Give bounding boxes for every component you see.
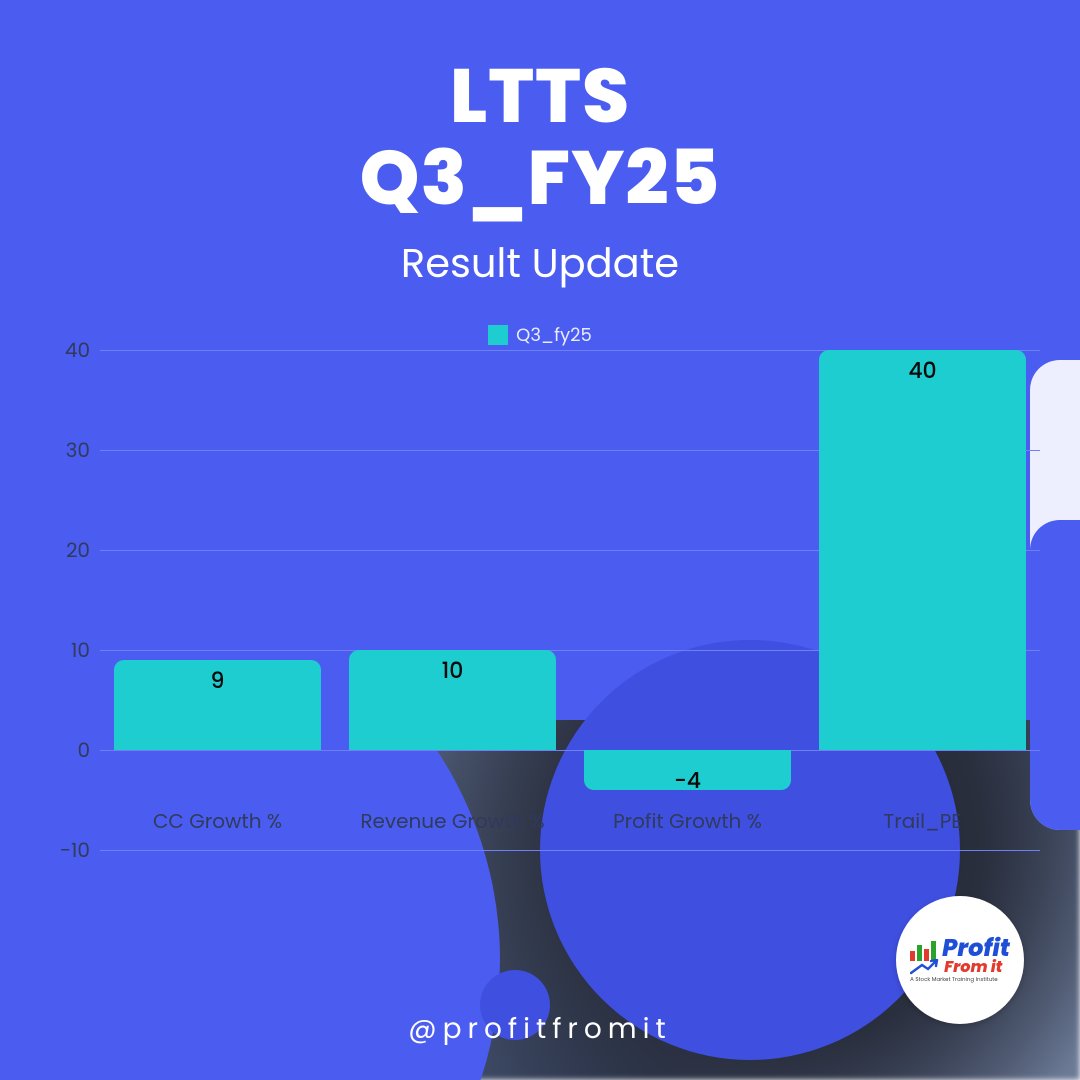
chart-bar-value: -4 — [584, 764, 791, 797]
chart-plot-area: -100102030409CC Growth %10Revenue Growth… — [100, 350, 1040, 850]
chart-bar-group: 10 Revenue Growth % — [349, 350, 556, 850]
chart-x-label: Profit Growth % — [584, 806, 791, 836]
page-title: LTTS Q3_FY25 — [0, 55, 1080, 219]
infographic-canvas: LTTS Q3_FY25 Result Update Q3_fy25 -10 0 1… — [0, 0, 1080, 1080]
legend-label: Q3_fy25 — [516, 323, 592, 348]
chart-bar-value: 9 — [114, 664, 321, 697]
brand-logo-inner: Profit From it A Stock Market Training I… — [910, 937, 1010, 983]
logo-word-2: From it — [944, 959, 1002, 975]
chart-ytick-label: -10 — [40, 835, 90, 865]
chart-ytick-label: 10 — [40, 635, 90, 665]
logo-tagline: A Stock Market Training Institute — [910, 977, 1010, 983]
chart-bar-value: 40 — [819, 354, 1026, 387]
social-handle: @profitfromit — [0, 1008, 1080, 1050]
chart-x-label: Revenue Growth % — [349, 806, 556, 836]
title-block: LTTS Q3_FY25 Result Update — [0, 55, 1080, 293]
page-subtitle: Result Update — [0, 233, 1080, 293]
chart-x-label: CC Growth % — [114, 806, 321, 836]
title-line-2: Q3_FY25 — [360, 124, 721, 231]
chart-ytick-label: 40 — [40, 335, 90, 365]
chart-x-label: Trail_PE — [819, 806, 1026, 836]
legend-swatch — [488, 325, 508, 345]
chart-ytick-label: 30 — [40, 435, 90, 465]
chart-legend: Q3_fy25 — [0, 322, 1080, 349]
logo-arrow-icon — [910, 959, 940, 975]
brand-logo: Profit From it A Stock Market Training I… — [896, 896, 1024, 1024]
chart-ytick-label: 20 — [40, 535, 90, 565]
chart-ytick-label: 0 — [40, 735, 90, 765]
bar-chart: -10 0 10 20 30 40 9 CC Growth % 10 Revenue Growth… — [40, 350, 1040, 920]
chart-bar-group: 9 CC Growth % — [114, 350, 321, 850]
logo-bars-icon — [910, 941, 938, 961]
chart-bar-value: 10 — [349, 654, 556, 687]
chart-gridline — [100, 850, 1040, 851]
chart-bar-group: 40 Trail_PE — [819, 350, 1026, 850]
chart-bar — [819, 350, 1026, 750]
chart-bar-group: -4 Profit Growth % — [584, 350, 791, 850]
